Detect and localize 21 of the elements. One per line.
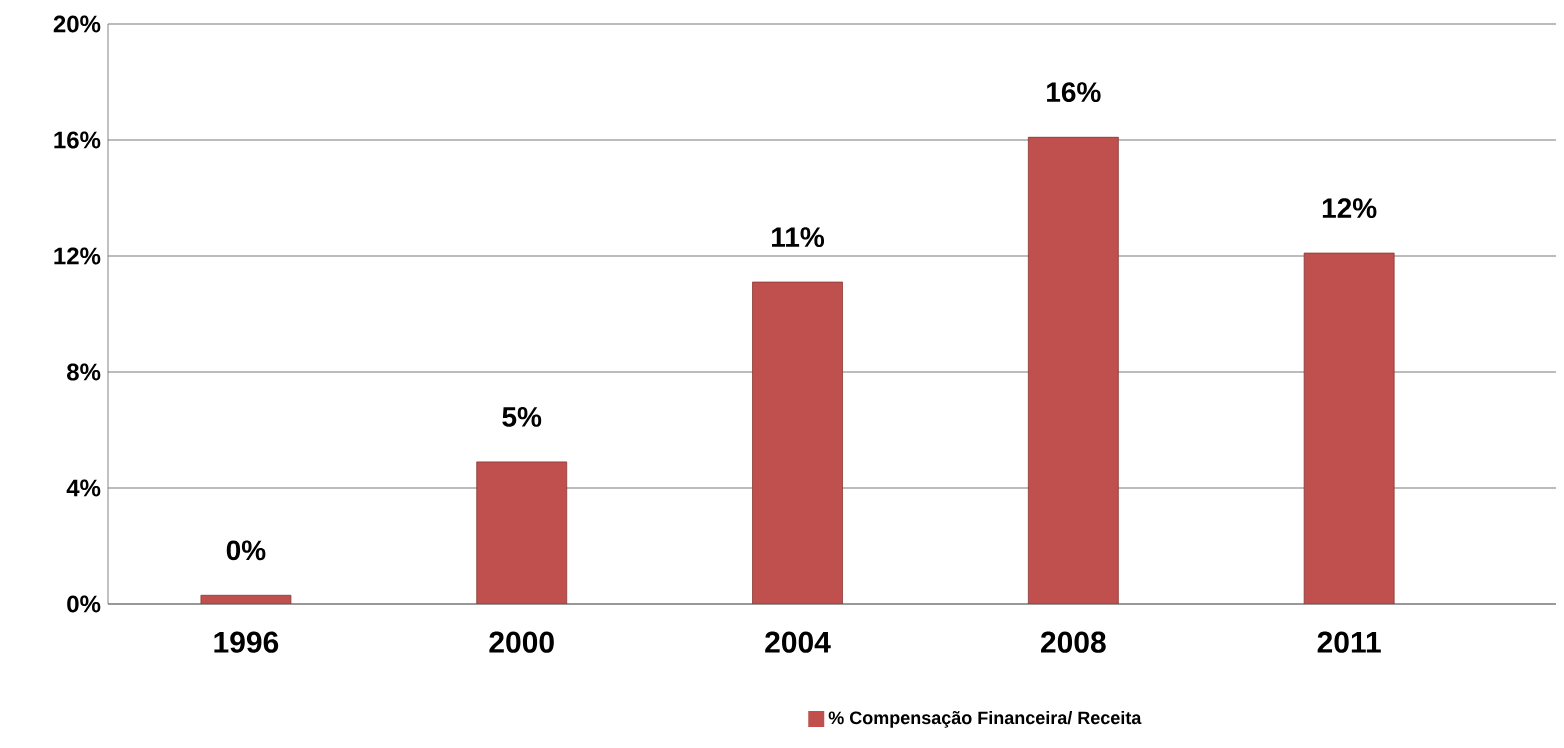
y-tick-label: 4% <box>66 479 101 497</box>
data-label: 5% <box>502 407 542 427</box>
y-tick-label: 0% <box>67 595 101 613</box>
x-tick-label: 2000 <box>489 631 554 653</box>
bar <box>752 281 843 604</box>
y-tick-label: 16% <box>54 131 101 149</box>
x-tick-label: 1996 <box>214 631 279 653</box>
y-tick-label: 20% <box>53 15 101 33</box>
data-label: 0% <box>226 540 266 561</box>
x-tick-label: 2011 <box>1317 631 1381 653</box>
x-tick-label: 2008 <box>1041 631 1106 653</box>
data-label: 11% <box>772 227 825 248</box>
data-label: 16% <box>1047 82 1101 103</box>
y-tick-label: 8% <box>67 363 101 381</box>
y-tick-label: 12% <box>54 247 101 265</box>
x-tick-label: 2004 <box>765 631 831 653</box>
bar <box>1303 252 1395 604</box>
data-label: 12% <box>1322 198 1377 219</box>
bar <box>476 461 568 604</box>
legend-label: % Compensação Financeira/ Receita <box>828 710 1142 728</box>
bar <box>1027 136 1119 604</box>
